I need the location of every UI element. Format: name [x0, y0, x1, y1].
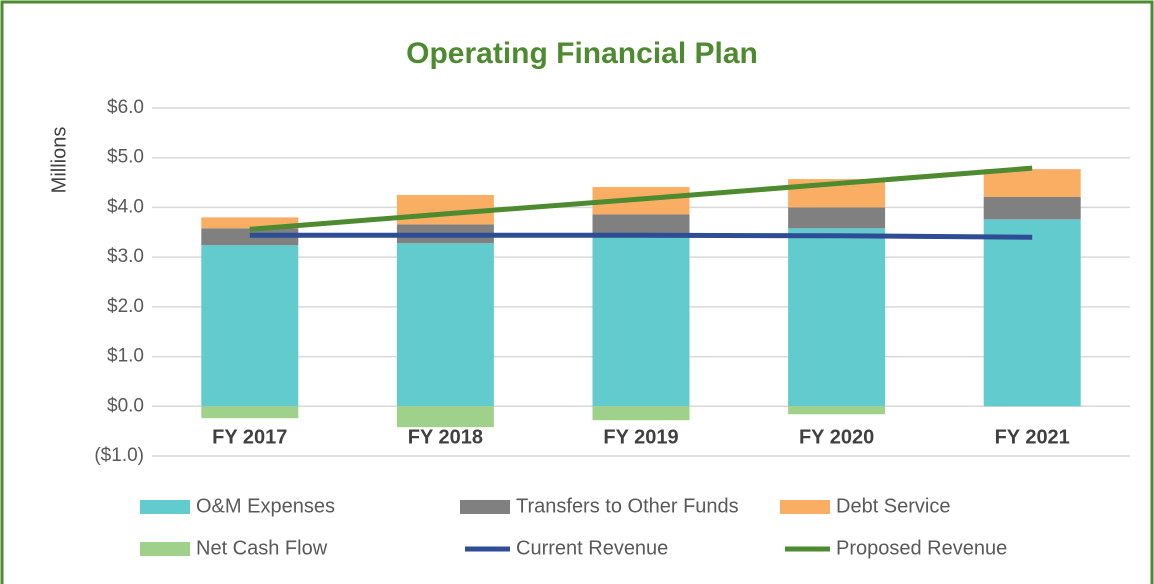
- y-tick-label: $2.0: [107, 296, 144, 317]
- y-tick-label: $6.0: [107, 97, 144, 118]
- line-series: [249, 165, 1033, 232]
- bar-segment: [592, 235, 690, 407]
- x-tick-label: FY 2021: [995, 427, 1070, 449]
- bar-segment: [396, 243, 494, 407]
- bar-segment: [983, 219, 1081, 407]
- legend-label: Current Revenue: [516, 537, 668, 559]
- legend-label: Debt Service: [836, 495, 951, 517]
- y-tick-label: $4.0: [107, 196, 144, 217]
- bar-segment: [788, 406, 886, 415]
- legend-swatch: [460, 500, 510, 514]
- bar-segment: [983, 169, 1081, 197]
- bar-segment: [592, 406, 690, 421]
- legend-label: O&M Expenses: [196, 495, 335, 517]
- bar-segment: [592, 214, 690, 236]
- legend-swatch: [140, 500, 190, 514]
- bar-segment: [983, 196, 1081, 220]
- bar-segment: [201, 217, 299, 229]
- bar-segment: [201, 406, 299, 419]
- legend-label: Net Cash Flow: [196, 537, 328, 559]
- x-tick-label: FY 2020: [799, 427, 874, 449]
- x-tick-label: FY 2019: [603, 427, 678, 449]
- y-tick-label: $0.0: [107, 395, 144, 416]
- bar-segment: [788, 228, 886, 407]
- legend-swatch: [780, 500, 830, 514]
- line-series: [249, 232, 1033, 240]
- chart-title: Operating Financial Plan: [406, 37, 758, 70]
- legend-label: Proposed Revenue: [836, 537, 1007, 559]
- bar-segment: [396, 406, 494, 428]
- bar-segment: [201, 245, 299, 407]
- y-axis-title: Millions: [48, 127, 70, 194]
- x-tick-label: FY 2018: [408, 427, 483, 449]
- x-tick-label: FY 2017: [212, 427, 287, 449]
- legend-label: Transfers to Other Funds: [516, 495, 739, 517]
- bar-segment: [788, 207, 886, 229]
- y-tick-label: ($1.0): [94, 445, 144, 466]
- legend-swatch: [140, 542, 190, 556]
- y-tick-label: $5.0: [107, 147, 144, 168]
- y-tick-label: $1.0: [107, 346, 144, 367]
- bar-segment: [201, 228, 299, 246]
- y-tick-label: $3.0: [107, 246, 144, 267]
